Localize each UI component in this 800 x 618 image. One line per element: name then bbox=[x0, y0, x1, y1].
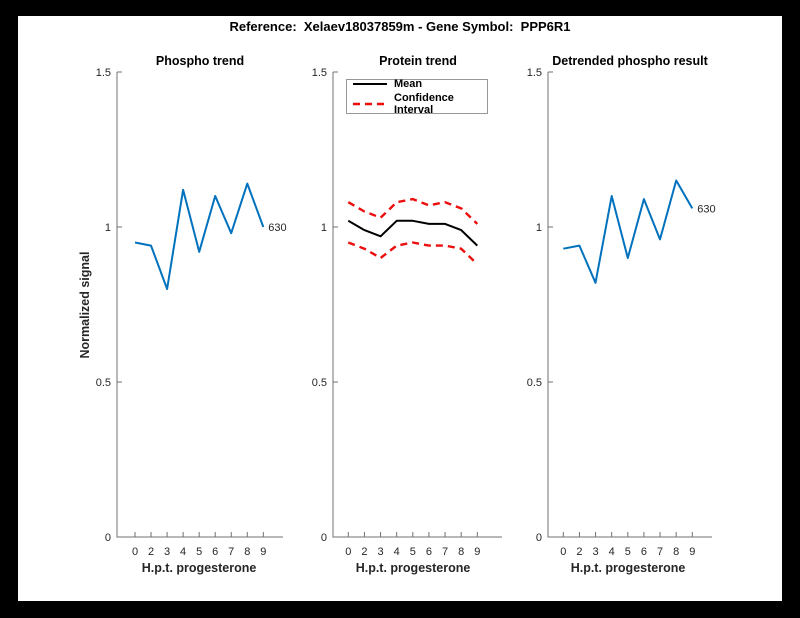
x-axis-label-1: H.p.t. progesterone bbox=[141, 561, 257, 575]
x-tick-label: 9 bbox=[474, 546, 480, 558]
figure-canvas: Reference: Xelaev18037859m - Gene Symbol… bbox=[18, 16, 782, 601]
legend-mean-label: Mean bbox=[394, 77, 423, 90]
x-tick-label: 8 bbox=[458, 546, 464, 558]
y-tick-label: 1 bbox=[321, 222, 327, 234]
legend-item-confidence-interval: Confidence Interval bbox=[353, 92, 487, 116]
x-tick-label: 7 bbox=[657, 546, 663, 558]
x-tick-label: 2 bbox=[148, 546, 154, 558]
x-tick-label: 5 bbox=[410, 546, 416, 558]
x-tick-label: 4 bbox=[180, 546, 186, 558]
series-line-ci-upper bbox=[347, 197, 479, 225]
y-tick-label: 1.5 bbox=[96, 67, 111, 79]
mean-line-swatch-icon bbox=[353, 82, 387, 85]
y-tick-label: 1.5 bbox=[527, 67, 542, 79]
x-tick-label: 5 bbox=[196, 546, 202, 558]
subplot-2-title: Protein trend bbox=[379, 54, 457, 68]
axis-spines bbox=[116, 72, 283, 538]
series-line-mean bbox=[347, 219, 478, 247]
y-tick-label: 0.5 bbox=[96, 377, 111, 389]
x-tick-label: 6 bbox=[212, 546, 218, 558]
y-tick-label: 0.5 bbox=[527, 377, 542, 389]
x-tick-label: 3 bbox=[377, 546, 383, 558]
x-tick-label: 0 bbox=[560, 546, 566, 558]
series-line-ci-lower bbox=[347, 241, 479, 266]
x-tick-label: 8 bbox=[673, 546, 679, 558]
x-tick-label: 2 bbox=[576, 546, 582, 558]
x-tick-label: 9 bbox=[689, 546, 695, 558]
axis-spines bbox=[547, 72, 712, 538]
x-tick-label: 8 bbox=[244, 546, 250, 558]
x-tick-label: 3 bbox=[592, 546, 598, 558]
legend-item-mean: Mean bbox=[353, 78, 487, 90]
y-tick-label: 1.5 bbox=[312, 67, 327, 79]
x-tick-label: 4 bbox=[609, 546, 615, 558]
x-tick-label: 6 bbox=[426, 546, 432, 558]
confidence-interval-line-swatch-icon bbox=[353, 102, 387, 105]
x-tick-label: 7 bbox=[442, 546, 448, 558]
series-end-label: 630 bbox=[268, 222, 286, 234]
subplot-3-title: Detrended phospho result bbox=[552, 54, 708, 68]
x-tick-label: 0 bbox=[132, 546, 138, 558]
x-tick-label: 2 bbox=[361, 546, 367, 558]
y-tick-label: 0 bbox=[105, 532, 111, 544]
series-line-detrended-630 bbox=[563, 179, 694, 284]
x-axis-label-3: H.p.t. progesterone bbox=[570, 561, 686, 575]
legend-box: Mean Confidence Interval bbox=[346, 78, 488, 116]
x-tick-label: 9 bbox=[260, 546, 266, 558]
series-line-phospho-630 bbox=[134, 182, 265, 290]
axis-spines bbox=[332, 72, 502, 538]
x-tick-label: 3 bbox=[164, 546, 170, 558]
subplot-1-title: Phospho trend bbox=[155, 54, 245, 68]
y-tick-label: 0 bbox=[321, 532, 327, 544]
series-end-label: 630 bbox=[697, 203, 715, 215]
x-tick-label: 5 bbox=[625, 546, 631, 558]
legend-confidence-interval-label: Confidence Interval bbox=[394, 91, 454, 116]
y-tick-label: 1 bbox=[536, 222, 542, 234]
x-tick-label: 6 bbox=[641, 546, 647, 558]
y-tick-label: 1 bbox=[105, 222, 111, 234]
y-tick-label: 0 bbox=[536, 532, 542, 544]
x-tick-label: 0 bbox=[345, 546, 351, 558]
x-tick-label: 7 bbox=[228, 546, 234, 558]
y-axis-label: Normalized signal bbox=[78, 251, 92, 359]
y-tick-label: 0.5 bbox=[312, 377, 327, 389]
figure-title: Reference: Xelaev18037859m - Gene Symbol… bbox=[229, 19, 571, 34]
x-tick-label: 4 bbox=[394, 546, 400, 558]
subplot-2-axes: 00.511.50 2 3 4 5 6 7 8 9 bbox=[312, 67, 502, 558]
x-axis-label-2: H.p.t. progesterone bbox=[355, 561, 471, 575]
